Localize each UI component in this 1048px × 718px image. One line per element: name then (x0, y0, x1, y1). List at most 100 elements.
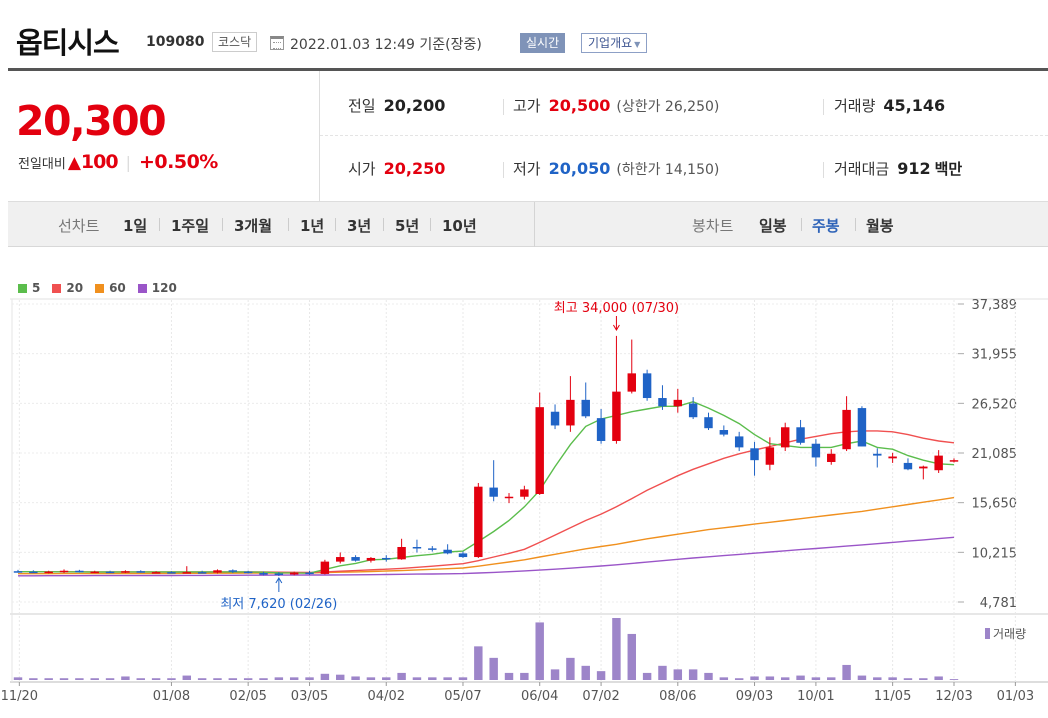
y-tick-label: 26,520 (972, 397, 1018, 412)
candle-body (397, 546, 406, 560)
x-tick-label: 02/05 (229, 689, 266, 704)
period-5y[interactable]: 5년 (395, 217, 420, 235)
realtime-button[interactable]: 실시간 (520, 33, 566, 53)
volume-bar (320, 673, 330, 680)
legend-ma20: 20 (52, 281, 83, 295)
volume-bar (428, 677, 437, 680)
high-value: 20,500 (548, 96, 611, 115)
candle-monthly[interactable]: 월봉 (866, 217, 894, 235)
legend-ma5: 5 (18, 281, 40, 295)
candle-body (811, 443, 821, 458)
x-tick-label: 12/03 (935, 689, 972, 704)
candle-body (197, 572, 207, 574)
volume-value: 45,146 (883, 96, 946, 115)
volume-bar (351, 676, 360, 680)
x-tick-label: 07/02 (582, 689, 619, 704)
candle-body (443, 549, 452, 554)
volume-bar (136, 678, 145, 680)
candle-body (827, 453, 836, 463)
volume-bar (105, 678, 115, 680)
candle-body (29, 571, 38, 574)
company-info-button[interactable]: 기업개요 ▼ (581, 33, 648, 53)
candle-weekly[interactable]: 주봉 (812, 217, 840, 235)
candle-body (873, 453, 882, 456)
company-info-label: 기업개요 (588, 36, 633, 50)
amount-value: 912 (897, 159, 931, 178)
high-label: 고가 (513, 97, 541, 115)
candle-body (151, 572, 161, 574)
day-low: 저가 20,050 (하한가 14,150) (513, 158, 719, 179)
period-10y[interactable]: 10년 (442, 217, 477, 235)
x-tick-label: 01/08 (153, 689, 190, 704)
period-3y[interactable]: 3년 (347, 217, 372, 235)
volume-bar (888, 677, 897, 680)
volume-bar (535, 622, 544, 680)
candle-body (382, 557, 391, 560)
row-divider (320, 135, 1048, 136)
x-tick-label: 11/05 (874, 689, 911, 704)
low-arrow-head (275, 577, 283, 584)
candle-body (121, 571, 130, 573)
candle-body (105, 571, 115, 574)
volume-label: 거래량 (834, 97, 876, 115)
candle-body (44, 571, 53, 574)
period-3m[interactable]: 3개월 (234, 217, 273, 235)
up-arrow-icon: ▲ (67, 153, 81, 173)
candle-daily[interactable]: 일봉 (759, 217, 787, 235)
candle-body (90, 571, 99, 574)
volume-bar (29, 678, 38, 680)
line-chart-periods: 선차트 1일 1주일 3개월 1년 3년 5년 10년 (8, 202, 535, 247)
trade-amount: 거래대금 912 백만 (834, 158, 962, 179)
calendar-icon (270, 36, 284, 50)
period-1w[interactable]: 1주일 (171, 217, 210, 235)
volume-bar (919, 678, 928, 680)
candle-body (305, 572, 314, 575)
x-tick-label: 09/03 (736, 689, 773, 704)
day-high: 고가 20,500 (상한가 26,250) (513, 95, 719, 116)
change-percent: +0.50% (138, 151, 218, 173)
volume-bar (228, 678, 238, 680)
candle-body (136, 571, 145, 573)
period-1d[interactable]: 1일 (123, 217, 148, 235)
candle-body (535, 407, 544, 494)
volume-bar (658, 665, 667, 680)
y-tick-label: 21,085 (972, 447, 1018, 462)
volume-bar (274, 677, 284, 680)
volume-bar (336, 674, 345, 680)
x-tick-label: 06/04 (521, 689, 558, 704)
candle-body (474, 486, 483, 558)
volume-bar (566, 657, 575, 680)
high-annotation: 최고 34,000 (07/30) (554, 301, 679, 316)
volume-bar (151, 678, 161, 680)
volume-bar (489, 657, 498, 680)
candle-body (719, 430, 729, 435)
volume-bar (780, 677, 790, 680)
x-tick-label: 11/20 (1, 689, 38, 704)
candle-body (857, 408, 867, 447)
volume-bar (842, 664, 851, 680)
volume-bar (719, 677, 729, 680)
volume-bar (182, 675, 192, 680)
lower-limit: (하한가 14,150) (616, 162, 720, 178)
y-tick-label: 10,215 (972, 546, 1018, 561)
volume-bar (397, 672, 406, 680)
volume-bar (734, 678, 744, 680)
candle-body (412, 546, 422, 549)
period-1y[interactable]: 1년 (300, 217, 325, 235)
volume-bar (504, 672, 514, 680)
y-tick-label: 31,955 (972, 348, 1018, 363)
volume-bar (688, 669, 698, 680)
x-tick-label: 08/06 (659, 689, 696, 704)
open-value: 20,250 (383, 159, 446, 178)
candle-body (596, 418, 606, 441)
open-label: 시가 (348, 160, 376, 178)
volume-bar (704, 672, 713, 680)
candle-body (796, 427, 805, 443)
legend-label: 20 (66, 281, 84, 295)
candle-body (673, 399, 683, 407)
low-annotation: 최저 7,620 (02/26) (220, 597, 337, 612)
candle-body (167, 572, 176, 574)
volume-bar (934, 676, 943, 680)
divider (288, 218, 289, 231)
